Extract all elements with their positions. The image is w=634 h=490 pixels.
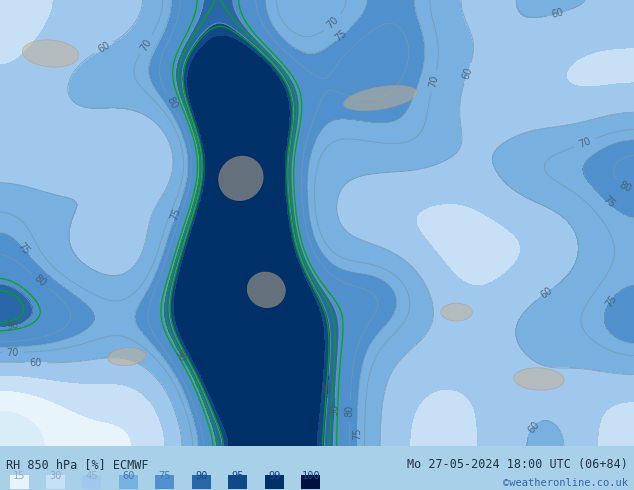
Text: 90: 90 [6, 319, 20, 332]
Text: 45: 45 [86, 471, 98, 481]
FancyBboxPatch shape [301, 475, 320, 489]
Ellipse shape [247, 272, 285, 308]
Ellipse shape [108, 347, 146, 366]
Text: 60: 60 [122, 471, 134, 481]
Text: 60: 60 [30, 358, 42, 368]
Text: 80: 80 [164, 96, 179, 111]
Text: 75: 75 [333, 27, 349, 44]
Text: 70: 70 [6, 347, 19, 358]
Text: 75: 75 [603, 294, 619, 309]
Text: Mo 27-05-2024 18:00 UTC (06+84): Mo 27-05-2024 18:00 UTC (06+84) [407, 458, 628, 471]
Text: 75: 75 [169, 206, 183, 221]
FancyBboxPatch shape [46, 475, 65, 489]
Text: 80: 80 [618, 180, 633, 194]
Text: 70: 70 [325, 15, 341, 31]
FancyBboxPatch shape [191, 475, 210, 489]
Ellipse shape [514, 368, 564, 390]
Text: RH 850 hPa [%] ECMWF: RH 850 hPa [%] ECMWF [6, 458, 149, 471]
Ellipse shape [22, 40, 79, 67]
FancyBboxPatch shape [119, 475, 138, 489]
Text: 80: 80 [345, 405, 355, 417]
Text: 90: 90 [195, 471, 207, 481]
Text: 60: 60 [550, 7, 565, 20]
Text: 60: 60 [461, 66, 474, 81]
Ellipse shape [219, 156, 263, 200]
FancyBboxPatch shape [228, 475, 247, 489]
Text: 70: 70 [427, 74, 440, 89]
FancyBboxPatch shape [155, 475, 174, 489]
Text: 90: 90 [329, 403, 340, 416]
Text: 80: 80 [32, 273, 48, 289]
Text: 30: 30 [49, 471, 61, 481]
FancyBboxPatch shape [10, 475, 29, 489]
Text: 99: 99 [268, 471, 280, 481]
Text: 95: 95 [323, 380, 333, 393]
Ellipse shape [344, 85, 417, 111]
Text: 75: 75 [600, 195, 616, 210]
Text: 95: 95 [231, 471, 244, 481]
Text: 90: 90 [173, 348, 188, 364]
Text: 70: 70 [138, 37, 153, 53]
Text: 75: 75 [352, 427, 362, 440]
FancyBboxPatch shape [82, 475, 101, 489]
FancyBboxPatch shape [265, 475, 284, 489]
Text: 60: 60 [538, 286, 554, 301]
Text: 15: 15 [13, 471, 25, 481]
Text: 100: 100 [301, 471, 320, 481]
Ellipse shape [441, 303, 472, 321]
Text: ©weatheronline.co.uk: ©weatheronline.co.uk [503, 478, 628, 488]
Text: 70: 70 [578, 136, 593, 149]
Text: 60: 60 [96, 40, 112, 55]
Text: 60: 60 [526, 419, 541, 436]
Text: 75: 75 [158, 471, 171, 481]
Text: 75: 75 [15, 241, 31, 257]
